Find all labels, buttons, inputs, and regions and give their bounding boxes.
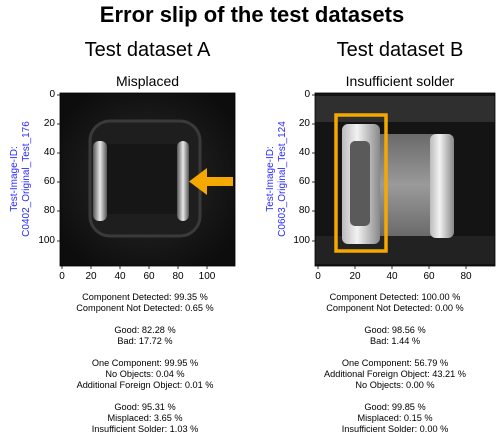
x-tick-label: 60 [423,271,435,282]
stat-one-component: One Component: 56.79 % [341,358,449,368]
y-tick-label: 0 [304,89,310,100]
x-tick-label: 0 [315,271,321,282]
stat-component-detected: Component Detected: 100.00 % [329,292,461,302]
x-tick-label: 20 [349,271,361,282]
stat-no-objects: No Objects: 0.04 % [105,369,185,379]
y-tick-label: 80 [298,205,310,216]
stat-insufficient-solder: Insufficient Solder: 0.00 % [341,424,449,434]
stat-good: Good: 98.56 % [364,325,426,335]
dataset-b-subtitle: Insufficient solder [345,73,455,89]
page-title: Error slip of the test datasets [99,2,405,27]
y-tick-label: 60 [298,176,310,187]
x-tick-label: 80 [460,271,472,282]
dataset-b-image-id-label: Test-Image-ID: [265,146,276,212]
stat-misplaced: Misplaced: 0.15 % [357,413,433,423]
dataset-a-plot: 0 20 40 60 80 100 0 20 40 60 80 100 [35,86,245,286]
x-tick-label: 0 [59,271,65,282]
stat-foreign-object: Additional Foreign Object: 0.01 % [76,380,214,390]
dataset-a-subtitle: Misplaced [115,73,180,89]
dataset-b-plot: 0 20 40 60 80 100 0 20 40 60 80 [290,86,500,286]
x-tick-label: 40 [114,271,126,282]
y-tick-label: 60 [43,176,55,187]
dataset-a-image [57,92,236,269]
stat-bad: Bad: 17.72 % [117,336,173,346]
y-tick-label: 20 [298,118,310,129]
stat-good: Good: 82.28 % [114,325,176,335]
x-tick-label: 40 [386,271,398,282]
x-tick-label: 60 [143,271,155,282]
dataset-b-image-id: Test-Image-ID: C0603_Original_Test_124 [256,84,288,274]
dataset-a-image-id: Test-Image-ID: C0402_Original_Test_176 [0,84,32,274]
stat-good-2: Good: 99.85 % [364,402,426,412]
stat-bad: Bad: 1.44 % [369,336,421,346]
stat-no-objects: No Objects: 0.00 % [355,380,435,390]
stat-component-not-detected: Component Not Detected: 0.00 % [326,303,464,313]
x-tick-label: 80 [172,271,184,282]
dataset-b-stats: Component Detected: 100.00 % Component N… [290,292,500,435]
y-tick-label: 100 [38,235,55,246]
y-tick-label: 20 [43,118,55,129]
y-tick-label: 0 [49,89,55,100]
y-tick-label: 40 [298,147,310,158]
stat-good-2: Good: 95.31 % [114,402,176,412]
stat-one-component: One Component: 99.95 % [91,358,199,368]
dataset-b-image [312,92,496,269]
dataset-b-title: Test dataset B [336,39,464,61]
stat-insufficient-solder: Insufficient Solder: 1.03 % [91,424,199,434]
highlight-box [334,113,388,253]
y-tick-label: 80 [43,205,55,216]
stat-component-not-detected: Component Not Detected: 0.65 % [76,303,214,313]
dataset-a-title: Test dataset A [84,39,211,61]
x-tick-label: 100 [198,271,216,282]
stat-misplaced: Misplaced: 3.65 % [107,413,183,423]
stat-component-detected: Component Detected: 99.35 % [82,292,208,302]
y-tick-label: 40 [43,147,55,158]
misplaced-arrow-icon [189,168,233,195]
y-tick-label: 100 [293,235,310,246]
dataset-a-image-id-label: Test-Image-ID: [9,146,20,212]
dataset-a-image-id-value: C0402_Original_Test_176 [21,121,32,237]
dataset-a-stats: Component Detected: 99.35 % Component No… [40,292,250,435]
stat-foreign-object: Additional Foreign Object: 43.21 % [324,369,466,379]
x-tick-label: 20 [85,271,97,282]
